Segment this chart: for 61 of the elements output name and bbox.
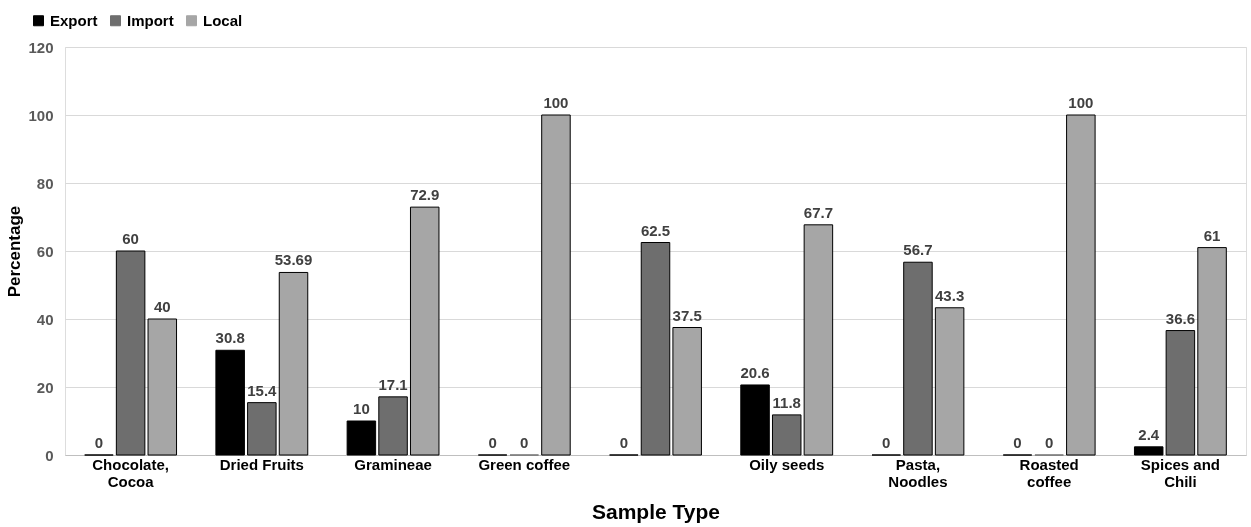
data-label: 72.9 [410, 186, 440, 204]
x-tick-label: Gramineae [354, 455, 432, 473]
data-label: 60 [122, 230, 139, 247]
bar [903, 261, 933, 456]
bar [247, 402, 277, 456]
data-label: 0 [488, 434, 497, 451]
data-label: 10 [353, 400, 370, 417]
data-label: 43.3 [935, 286, 965, 304]
data-label: 0 [619, 434, 628, 451]
legend-label: Import [127, 11, 174, 29]
bar [1066, 114, 1096, 456]
data-label: 100 [543, 94, 569, 111]
data-label: 2.4 [1138, 425, 1160, 443]
data-label: 40 [153, 298, 171, 315]
data-label: 0 [520, 434, 529, 451]
data-label: 61 [1203, 226, 1221, 244]
x-tick-label: Green coffee [478, 455, 571, 473]
data-label: 0 [1013, 434, 1022, 451]
data-label: 53.69 [274, 251, 313, 269]
bar [740, 384, 770, 456]
bar [346, 420, 377, 456]
y-tick-label: 80 [36, 174, 54, 192]
x-tick-label: Oily seeds [749, 455, 825, 473]
data-label: 67.7 [803, 203, 833, 221]
data-label: 11.8 [772, 393, 801, 411]
data-label: 56.7 [903, 241, 933, 259]
y-tick-label: 60 [36, 242, 54, 260]
data-label: 0 [1044, 434, 1054, 451]
bar [215, 349, 245, 456]
data-label: 30.8 [215, 329, 245, 347]
legend-label: Local [203, 11, 243, 29]
data-label: 62.5 [640, 221, 671, 239]
legend-label: Export [50, 11, 98, 29]
data-label: 20.6 [740, 363, 770, 381]
bar [934, 307, 965, 456]
y-tick-label: 100 [28, 106, 54, 124]
data-label: 0 [882, 434, 891, 451]
bar [541, 114, 571, 456]
data-label: 37.5 [672, 306, 702, 324]
bar [409, 206, 440, 456]
y-tick-label: 40 [36, 310, 54, 328]
data-label: 17.1 [378, 375, 408, 393]
data-label: 36.6 [1165, 309, 1195, 327]
y-tick-label: 0 [45, 446, 54, 464]
bar [1197, 247, 1227, 456]
x-tick-label: Roasted coffee [1019, 455, 1079, 490]
bar [278, 271, 309, 456]
x-tick-label: Pasta, Noodles [888, 455, 948, 490]
bar [378, 396, 408, 456]
bar [640, 242, 671, 456]
data-label: 15.4 [247, 381, 278, 399]
data-label: 0 [94, 434, 104, 451]
bar [672, 327, 702, 456]
x-tick-label: Chocolate, Cocoa [92, 455, 169, 490]
y-axis-title: Percentage [5, 205, 25, 298]
y-tick-label: 20 [36, 378, 54, 396]
data-label: 100 [1068, 94, 1094, 111]
x-tick-label: Dried Fruits [219, 455, 304, 473]
y-tick-label: 120 [28, 38, 54, 56]
x-tick-label: Spices and Chili [1140, 455, 1220, 490]
x-axis-title: Sample Type [592, 499, 720, 523]
